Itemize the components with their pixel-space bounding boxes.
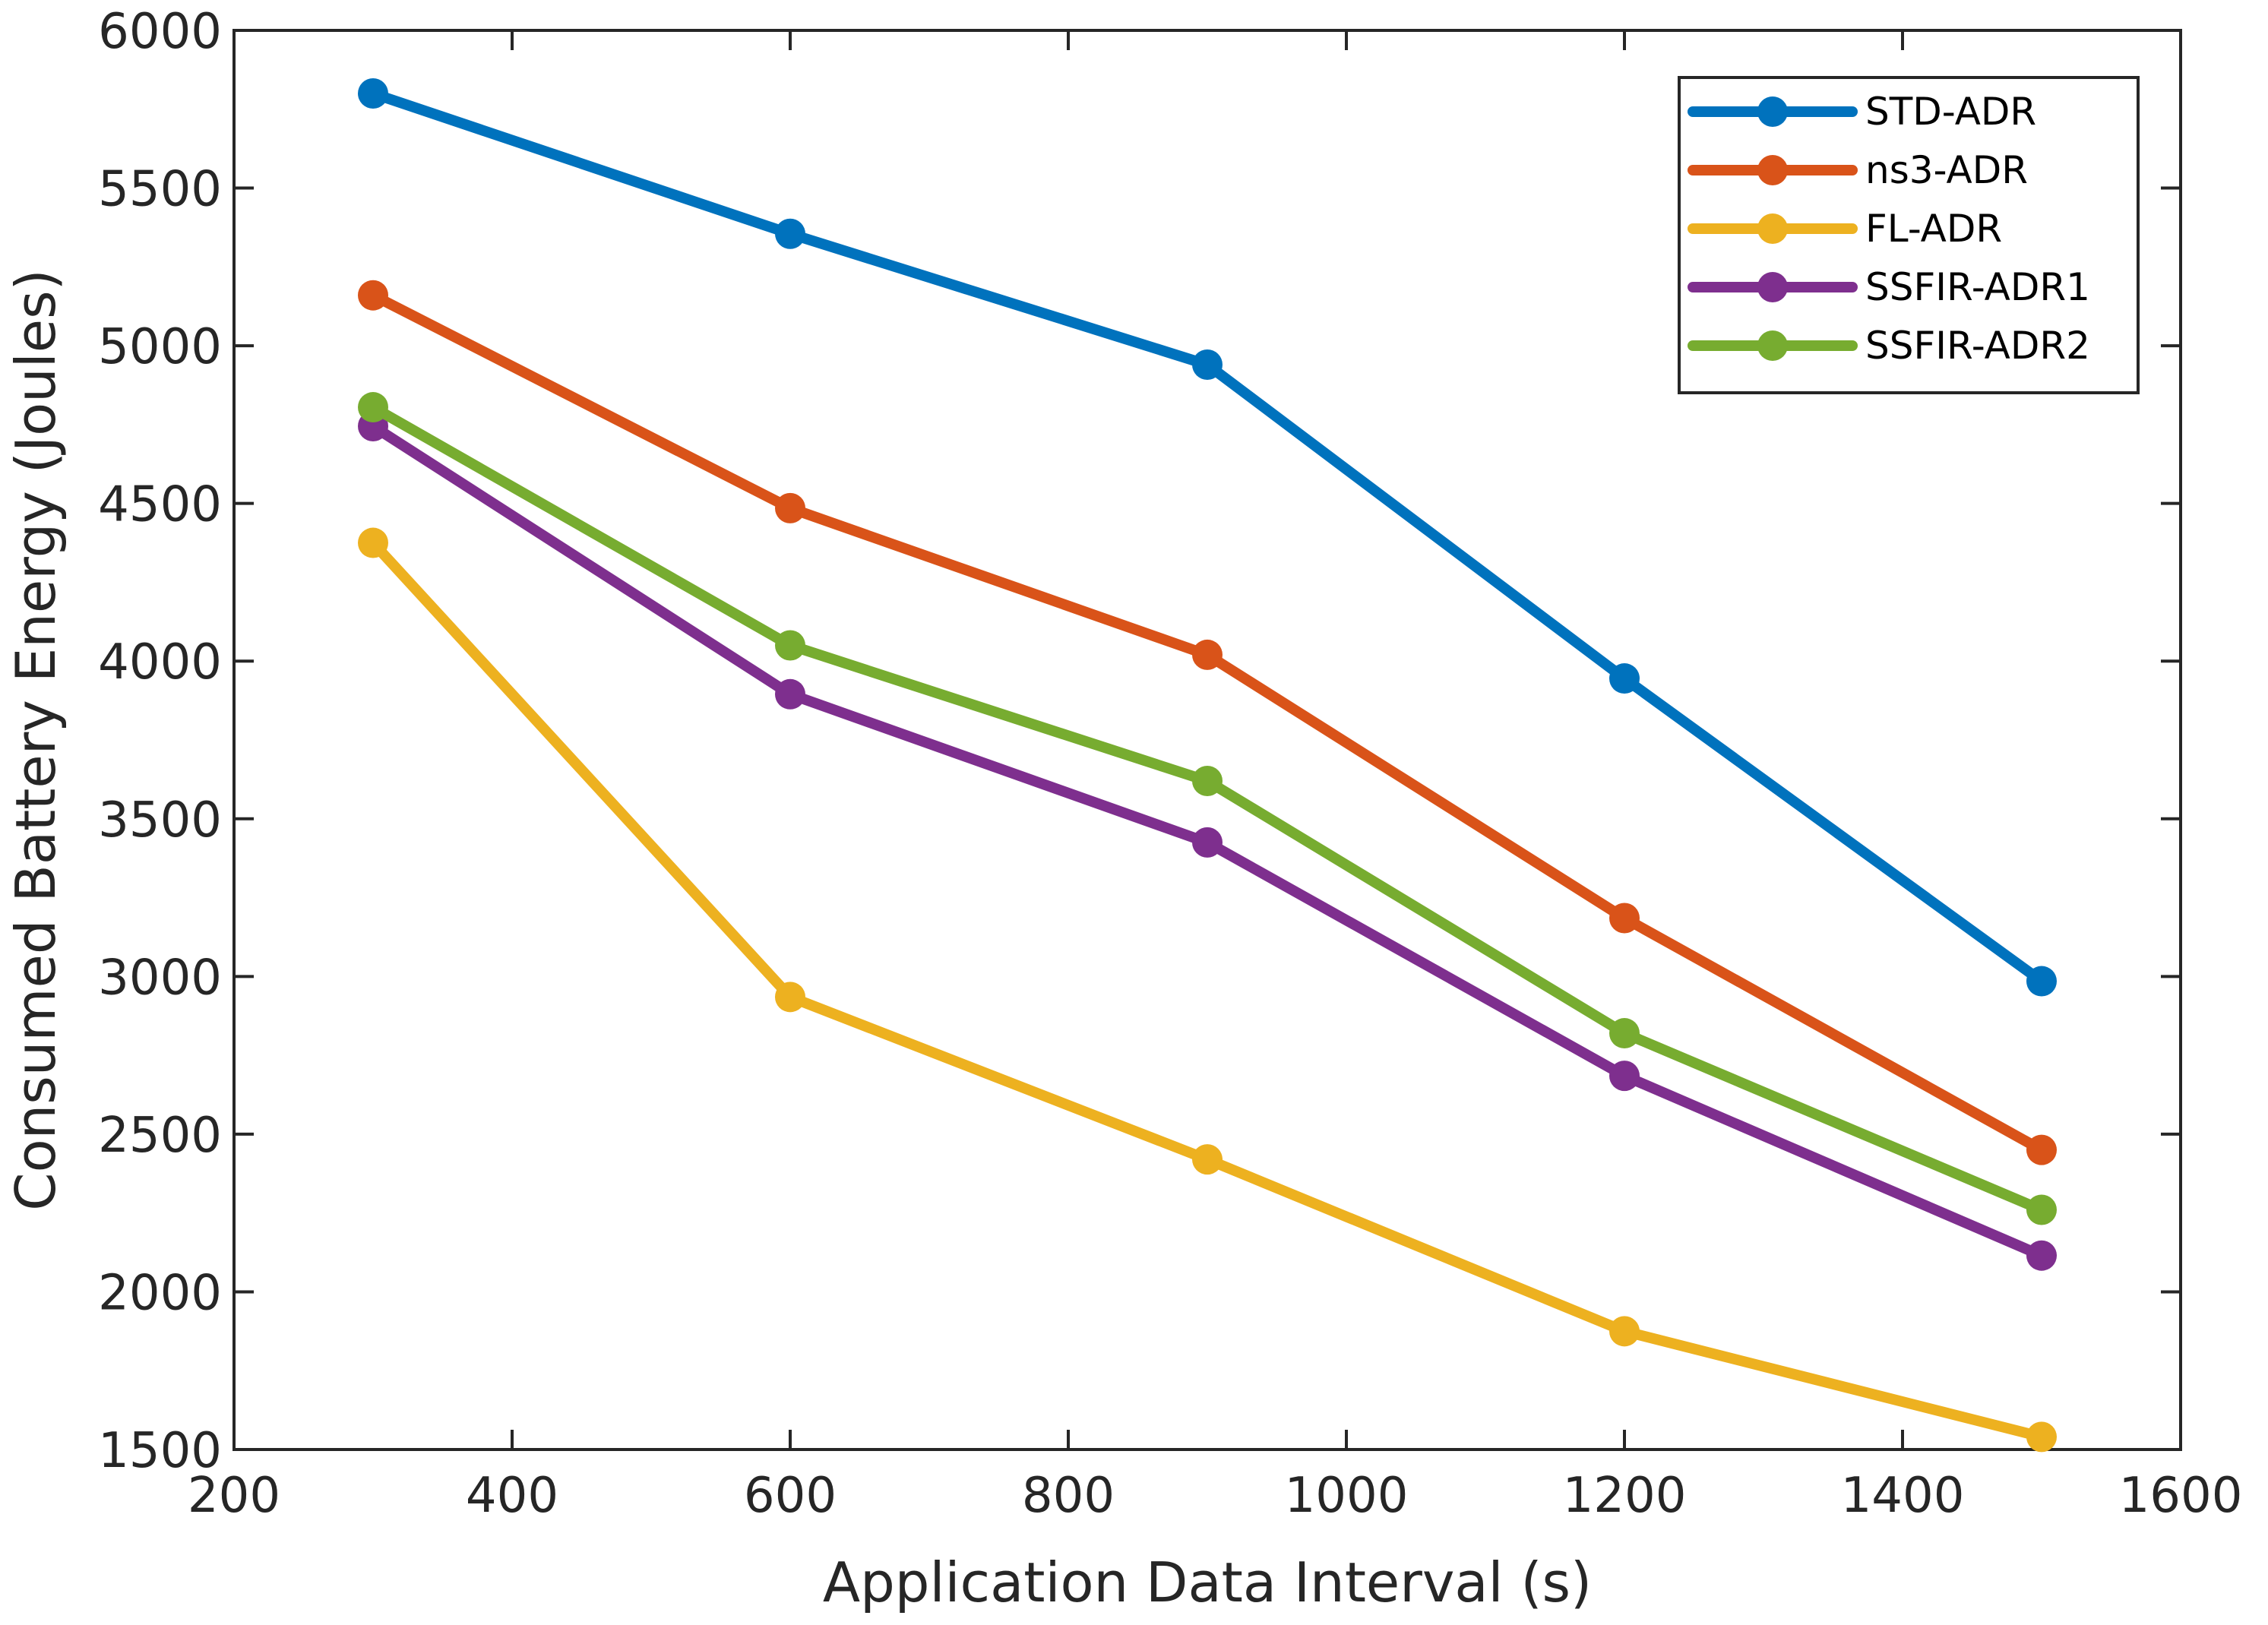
data-point-ns3-ADR	[775, 492, 805, 523]
series-line-FL-ADR	[368, 537, 2047, 1443]
legend: STD-ADR ns3-ADR FL-ADR SSFIR-ADR1 SSFIR-ADR2	[1678, 76, 2140, 394]
data-point-FL-ADR	[1192, 1144, 1223, 1175]
data-point-STD-ADR	[1609, 663, 1640, 694]
series-line-ns3-ADR	[368, 289, 2047, 1156]
legend-label: SSFIR-ADR1	[1865, 265, 2090, 309]
x-tick-label: 1600	[2119, 1468, 2243, 1524]
data-point-SSFIR-ADR2	[775, 630, 805, 661]
legend-label: STD-ADR	[1865, 90, 2036, 134]
axes-group: 200 400 600 800 1000 1200 1400 1600 1500 2000 2500…	[98, 4, 2242, 1524]
data-point-SSFIR-ADR2	[1609, 1018, 1640, 1049]
x-tick-label: 600	[744, 1468, 837, 1524]
data-point-STD-ADR	[1192, 349, 1223, 381]
data-point-FL-ADR	[2026, 1421, 2057, 1453]
y-tick-label: 3000	[98, 950, 222, 1006]
x-tick-label: 1000	[1285, 1468, 1409, 1524]
data-point-SSFIR-ADR1	[1192, 827, 1223, 858]
y-tick-label: 1500	[98, 1423, 222, 1479]
data-point-ns3-ADR	[1192, 639, 1223, 670]
y-tick-label: 5500	[98, 162, 222, 218]
series-group	[358, 78, 2057, 1453]
y-tick-label: 4000	[98, 634, 222, 691]
y-tick-label: 2000	[98, 1265, 222, 1321]
legend-marker	[1757, 272, 1788, 302]
legend-marker	[1757, 213, 1788, 244]
data-point-ns3-ADR	[1609, 903, 1640, 934]
y-tick-label: 5000	[98, 319, 222, 375]
x-tick-label: 800	[1022, 1468, 1115, 1524]
legend-marker	[1757, 155, 1788, 185]
plot-frame	[232, 29, 2182, 1451]
legend-marker	[1757, 96, 1788, 127]
x-tick-label: 1200	[1563, 1468, 1687, 1524]
legend-label: SSFIR-ADR2	[1865, 324, 2090, 368]
data-point-ns3-ADR	[358, 280, 388, 311]
data-point-STD-ADR	[358, 78, 388, 109]
data-point-ns3-ADR	[2026, 1134, 2057, 1165]
y-tick-label: 4500	[98, 477, 222, 533]
data-point-SSFIR-ADR1	[775, 678, 805, 710]
data-point-SSFIR-ADR2	[2026, 1194, 2057, 1225]
x-axis-title: Application Data Interval (s)	[823, 1551, 1592, 1614]
x-tick-label: 200	[188, 1468, 280, 1524]
data-point-SSFIR-ADR1	[2026, 1240, 2057, 1271]
legend-label: FL-ADR	[1865, 207, 2002, 251]
legend-marker	[1757, 330, 1788, 361]
data-point-SSFIR-ADR2	[358, 392, 388, 423]
legend-box	[1678, 76, 2140, 394]
data-point-FL-ADR	[358, 527, 388, 558]
y-axis-title: Consumed Battery Energy (Joules)	[4, 269, 68, 1210]
data-point-STD-ADR	[2026, 966, 2057, 997]
y-tick-label: 3500	[98, 792, 222, 849]
y-tick-label: 2500	[98, 1108, 222, 1164]
y-tick-label: 6000	[98, 4, 222, 60]
data-point-STD-ADR	[775, 218, 805, 249]
x-tick-label: 1400	[1841, 1468, 1965, 1524]
data-point-FL-ADR	[775, 982, 805, 1013]
data-point-SSFIR-ADR1	[1609, 1061, 1640, 1092]
x-tick-label: 400	[466, 1468, 558, 1524]
data-point-FL-ADR	[1609, 1316, 1640, 1347]
data-point-SSFIR-ADR2	[1192, 765, 1223, 796]
legend-label: ns3-ADR	[1865, 148, 2028, 192]
